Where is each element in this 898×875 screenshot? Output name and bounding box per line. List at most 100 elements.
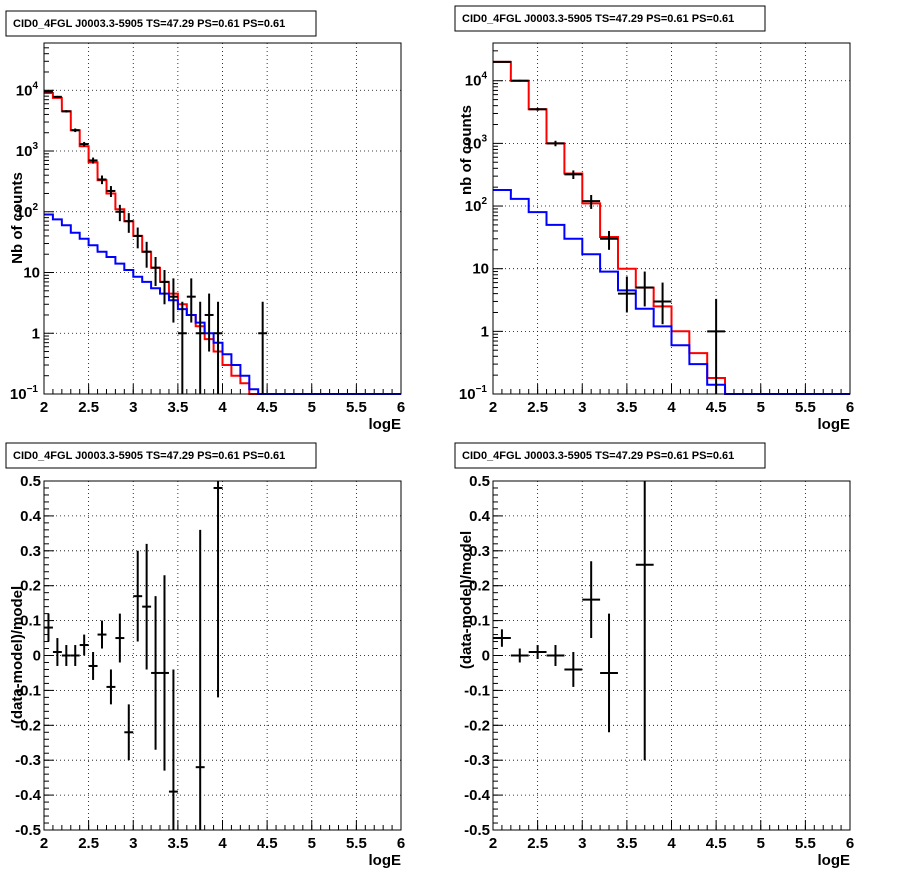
- y-tick-label: 0.3: [469, 543, 490, 560]
- y-axis-title: (data-model)/model: [458, 531, 475, 669]
- x-tick-label: 4: [667, 835, 676, 852]
- y-tick-label: 0.1: [469, 613, 490, 630]
- x-tick-label: 4.5: [257, 399, 278, 416]
- y-tick-label: 0.1: [20, 613, 41, 630]
- data-point: [177, 301, 187, 394]
- data-point: [133, 550, 143, 642]
- data-point: [493, 60, 511, 63]
- x-tick-label: 3: [129, 835, 137, 852]
- data-point: [61, 110, 71, 113]
- y-axis-title: Nb of counts: [9, 172, 26, 264]
- y-tick-label: 10−1: [10, 384, 39, 403]
- y-tick-label: -0.1: [15, 682, 41, 699]
- data-point: [195, 301, 205, 394]
- y-tick-label: -0.5: [464, 822, 490, 839]
- x-tick-label: 6: [846, 399, 854, 416]
- y-tick-label: 1: [32, 325, 40, 342]
- data-point: [213, 481, 223, 698]
- y-axis-title: (data-model)/model: [9, 586, 26, 724]
- y-tick-label: 10: [23, 265, 40, 282]
- y-tick-label: 103: [16, 141, 39, 160]
- y-tick-label: 0.4: [469, 508, 491, 525]
- y-tick-label: 1: [481, 323, 489, 340]
- data-point: [52, 95, 62, 98]
- data-point: [617, 276, 636, 313]
- data-point: [142, 241, 152, 268]
- y-tick-label: 0: [33, 648, 41, 665]
- x-tick-label: 6: [397, 835, 405, 852]
- x-tick-label: 2.5: [527, 399, 548, 416]
- x-tick-label: 2.5: [78, 399, 99, 416]
- y-tick-label: 104: [16, 80, 39, 99]
- x-tick-label: 4.5: [706, 835, 727, 852]
- y-tick-label: 0: [482, 648, 490, 665]
- y-tick-label: 104: [465, 71, 488, 90]
- x-axis-title: logE: [818, 416, 851, 433]
- title-box: [5, 442, 317, 469]
- data-point: [195, 529, 205, 830]
- data-point: [635, 271, 654, 307]
- data-point: [115, 613, 125, 663]
- y-tick-label: 0.2: [469, 578, 490, 595]
- y-tick-label: -0.2: [464, 717, 490, 734]
- y-tick-label: 0.2: [20, 578, 41, 595]
- chart-title: CID0_4FGL J0003.3-5905 TS=47.29 PS=0.61 …: [13, 18, 285, 30]
- data-point: [151, 257, 161, 286]
- data-point: [97, 175, 107, 185]
- data-point: [142, 543, 152, 670]
- data-point: [204, 293, 214, 352]
- x-axis-title: logE: [818, 852, 851, 869]
- data-point: [564, 170, 583, 180]
- x-tick-label: 3.5: [616, 399, 637, 416]
- data-point: [600, 230, 618, 250]
- x-tick-label: 4: [218, 835, 227, 852]
- data-point: [653, 282, 672, 325]
- x-tick-label: 4: [218, 399, 227, 416]
- data-point: [528, 645, 547, 659]
- data-point: [88, 157, 98, 164]
- data-point: [61, 645, 71, 666]
- data-point: [635, 481, 654, 761]
- data-point: [546, 645, 565, 666]
- data-point: [186, 278, 196, 323]
- y-tick-label: 102: [16, 202, 39, 221]
- data-point: [106, 186, 116, 197]
- data-point: [124, 704, 134, 761]
- x-tick-label: 5.5: [346, 835, 367, 852]
- x-tick-label: 2: [489, 399, 497, 416]
- data-point: [168, 669, 178, 830]
- x-tick-label: 4.5: [257, 835, 278, 852]
- data-point: [79, 634, 89, 656]
- title-box: [454, 442, 766, 469]
- x-tick-label: 2: [489, 835, 497, 852]
- data-point: [44, 613, 53, 642]
- x-tick-label: 4.5: [706, 399, 727, 416]
- data-point: [124, 213, 134, 233]
- y-tick-label: -0.3: [464, 752, 490, 769]
- data-point: [70, 645, 80, 666]
- x-tick-label: 2: [40, 835, 48, 852]
- data-point: [582, 561, 601, 639]
- y-tick-label: 0.3: [20, 543, 41, 560]
- y-tick-label: 0.5: [469, 473, 490, 490]
- x-tick-label: 2.5: [78, 835, 99, 852]
- x-tick-label: 3: [129, 399, 137, 416]
- data-point: [528, 107, 547, 111]
- x-tick-label: 5.5: [795, 835, 816, 852]
- data-point: [44, 90, 53, 93]
- x-tick-label: 5: [308, 399, 316, 416]
- data-point: [582, 195, 601, 209]
- data-point: [133, 227, 143, 249]
- x-tick-label: 6: [846, 835, 854, 852]
- y-tick-label: 0.4: [20, 508, 42, 525]
- y-tick-label: 103: [465, 133, 488, 152]
- x-tick-label: 3: [578, 399, 586, 416]
- data-point: [213, 301, 223, 394]
- chart-panel-1: CID0_4FGL J0003.3-5905 TS=47.29 PS=0.61 …: [5, 10, 405, 433]
- y-tick-label: -0.3: [15, 752, 41, 769]
- data-point: [168, 278, 178, 323]
- data-point: [258, 301, 268, 394]
- chart-panel-2: CID0_4FGL J0003.3-5905 TS=47.29 PS=0.61 …: [454, 5, 854, 433]
- plot-frame: [43, 42, 402, 395]
